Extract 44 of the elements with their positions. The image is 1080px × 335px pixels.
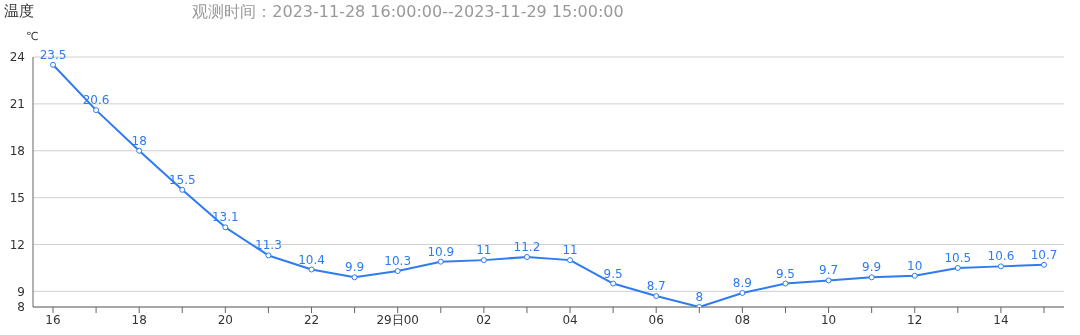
data-label: 10.7 bbox=[1030, 247, 1058, 262]
data-label: 9.5 bbox=[775, 266, 796, 281]
y-tick-label: 15 bbox=[9, 190, 25, 205]
data-label: 10.9 bbox=[427, 244, 455, 259]
data-label: 10.6 bbox=[987, 249, 1015, 264]
y-tick-label: 9 bbox=[17, 284, 25, 299]
data-label: 23.5 bbox=[39, 47, 67, 62]
data-label: 18 bbox=[131, 133, 147, 148]
chart-subtitle: 观测时间：2023-11-28 16:00:00--2023-11-29 15:00:00 bbox=[192, 2, 624, 21]
chart-title: 温度 bbox=[4, 2, 34, 21]
y-tick-label: 18 bbox=[9, 144, 25, 159]
x-tick-label: 22 bbox=[303, 312, 320, 327]
data-label: 9.9 bbox=[345, 260, 365, 275]
data-label: 8.7 bbox=[646, 279, 666, 294]
x-tick-label: 29日00 bbox=[376, 312, 419, 327]
data-label: 10.4 bbox=[298, 252, 325, 267]
y-tick-label: 21 bbox=[9, 97, 25, 112]
x-tick-label: 16 bbox=[45, 312, 61, 327]
x-tick-label: 20 bbox=[217, 312, 233, 327]
x-tick-label: 14 bbox=[993, 312, 1009, 327]
data-label: 10 bbox=[907, 258, 923, 273]
data-label: 11.3 bbox=[255, 238, 282, 253]
x-tick-label: 18 bbox=[131, 312, 147, 327]
data-label: 11 bbox=[476, 243, 492, 258]
data-label: 11.2 bbox=[513, 240, 541, 254]
data-label: 8.9 bbox=[732, 275, 752, 290]
y-tick-label: 24 bbox=[9, 50, 25, 65]
data-label: 9.9 bbox=[862, 260, 882, 275]
y-axis-title: ℃ bbox=[26, 30, 39, 43]
x-tick-label: 06 bbox=[648, 312, 664, 327]
data-label: 9.5 bbox=[603, 266, 623, 281]
x-tick-label: 04 bbox=[562, 312, 578, 327]
x-tick-label: 12 bbox=[907, 312, 923, 327]
data-label: 11 bbox=[562, 243, 578, 258]
data-label: 13.1 bbox=[211, 210, 239, 225]
y-tick-label: 8 bbox=[17, 300, 25, 315]
y-tick-label: 12 bbox=[9, 237, 25, 252]
data-label: 10.5 bbox=[944, 250, 972, 265]
data-label: 8 bbox=[695, 290, 704, 304]
data-label: 10.3 bbox=[384, 254, 412, 269]
x-tick-label: 10 bbox=[820, 312, 837, 327]
data-label: 9.7 bbox=[819, 263, 839, 278]
x-tick-label: 02 bbox=[476, 312, 492, 327]
x-tick-label: 08 bbox=[734, 312, 751, 327]
